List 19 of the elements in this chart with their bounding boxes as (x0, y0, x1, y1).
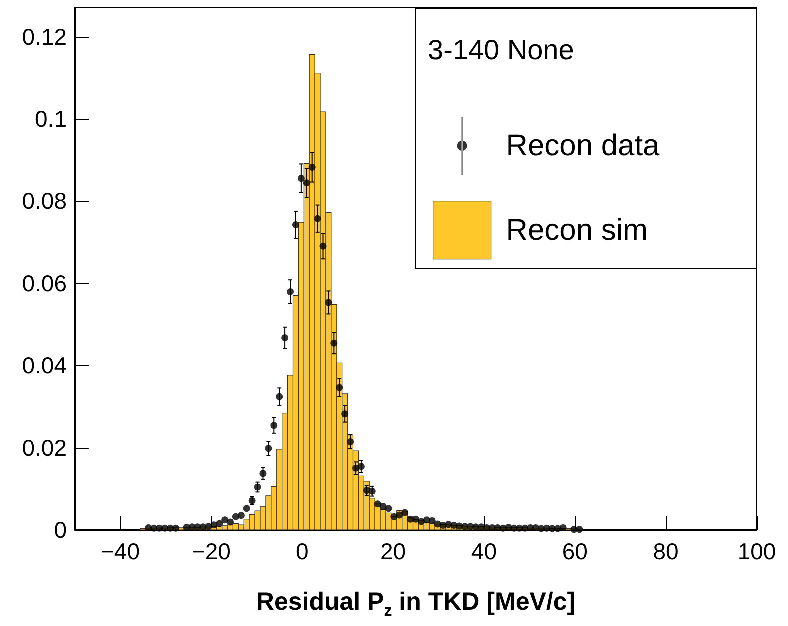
y-tick-label: 0.04 (22, 352, 68, 379)
y-tick-label: 0.12 (22, 24, 67, 50)
legend-label: Recon data (506, 130, 660, 162)
y-tick-label: 0.08 (22, 188, 67, 214)
y-tick-label: 0.02 (22, 434, 67, 461)
x-axis-title: Residual P$_{z}$ in TKD [MeV/c] (255, 588, 577, 621)
x-tick-label: 100 (738, 538, 776, 564)
y-tick-label: 0.06 (22, 270, 67, 296)
y-tick-label: 0.1 (35, 106, 67, 132)
x-tick-label: 0 (296, 538, 309, 564)
x-tick-label: 20 (380, 538, 406, 564)
x-tick-label: 40 (471, 538, 497, 564)
x-tick-label: −40 (100, 538, 140, 564)
y-tick-label: 0 (54, 517, 67, 543)
legend-label: Recon sim (506, 214, 648, 247)
x-tick-label: 80 (653, 538, 679, 564)
x-tick-label: 60 (562, 538, 588, 564)
x-tick-label: −20 (192, 538, 231, 564)
legend-title: 3-140 None (428, 34, 574, 66)
